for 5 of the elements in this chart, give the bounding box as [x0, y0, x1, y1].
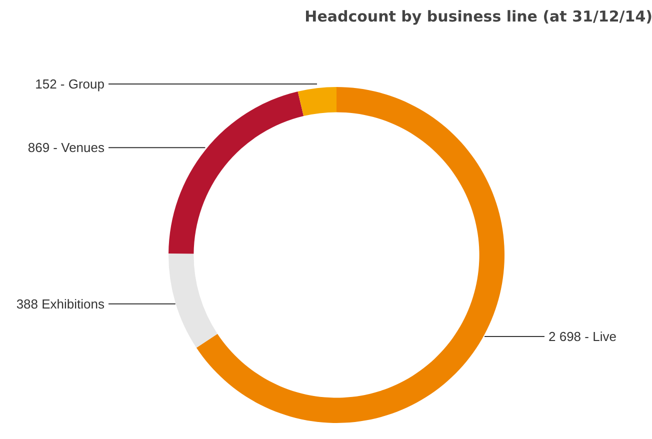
slice-label: 869 - Venues [28, 140, 105, 156]
slice-label: 388 Exhibitions [16, 296, 105, 312]
slice-label: 152 - Group [35, 76, 104, 92]
slice-label: 2 698 - Live [548, 328, 616, 344]
chart-title: Headcount by business line (at 31/12/14) [304, 8, 652, 26]
